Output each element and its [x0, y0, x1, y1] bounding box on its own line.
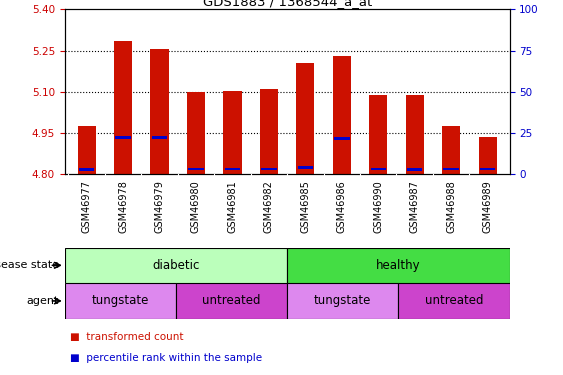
Text: untreated: untreated [202, 294, 261, 307]
Text: GSM46982: GSM46982 [264, 180, 274, 233]
Bar [405, 94, 424, 174]
Bar [260, 89, 278, 174]
Bar [176, 283, 287, 319]
Title: GDS1883 / 1368544_a_at: GDS1883 / 1368544_a_at [203, 0, 372, 8]
Bar [287, 248, 510, 283]
Bar [150, 49, 169, 174]
Text: ■  percentile rank within the sample: ■ percentile rank within the sample [70, 353, 262, 363]
Bar [442, 126, 461, 174]
Text: GSM46989: GSM46989 [482, 180, 493, 233]
Bar [115, 136, 131, 139]
Bar [370, 168, 386, 170]
Text: GSM46990: GSM46990 [373, 180, 383, 233]
Bar [480, 168, 495, 170]
Text: tungstate: tungstate [92, 294, 149, 307]
Text: GSM46986: GSM46986 [337, 180, 347, 233]
Text: GSM46980: GSM46980 [191, 180, 201, 233]
Bar [152, 136, 167, 139]
Bar [188, 168, 204, 170]
Bar [225, 168, 240, 170]
Bar [479, 137, 497, 174]
Bar [407, 168, 422, 171]
Bar [261, 168, 276, 170]
Bar [65, 283, 176, 319]
Text: tungstate: tungstate [314, 294, 372, 307]
Text: GSM46985: GSM46985 [300, 180, 310, 233]
Bar [78, 126, 96, 174]
Bar [296, 63, 315, 174]
Text: healthy: healthy [376, 259, 421, 272]
Text: GSM46987: GSM46987 [410, 180, 420, 233]
Text: GSM46988: GSM46988 [446, 180, 456, 233]
Bar [65, 248, 287, 283]
Bar [399, 283, 510, 319]
Text: diabetic: diabetic [152, 259, 200, 272]
Text: GSM46977: GSM46977 [82, 180, 92, 233]
Text: GSM46978: GSM46978 [118, 180, 128, 233]
Text: disease state: disease state [0, 260, 59, 270]
Bar [333, 56, 351, 174]
Text: untreated: untreated [425, 294, 483, 307]
Text: ■  transformed count: ■ transformed count [70, 332, 184, 342]
Bar [298, 166, 313, 169]
Bar [444, 168, 459, 170]
Bar [114, 41, 132, 174]
Text: agent: agent [26, 296, 59, 306]
Bar [187, 92, 205, 174]
Bar [287, 283, 399, 319]
Bar [334, 137, 350, 140]
Bar [224, 90, 242, 174]
Text: GSM46981: GSM46981 [227, 180, 238, 233]
Bar [369, 94, 387, 174]
Text: GSM46979: GSM46979 [154, 180, 164, 233]
Bar [79, 168, 95, 171]
